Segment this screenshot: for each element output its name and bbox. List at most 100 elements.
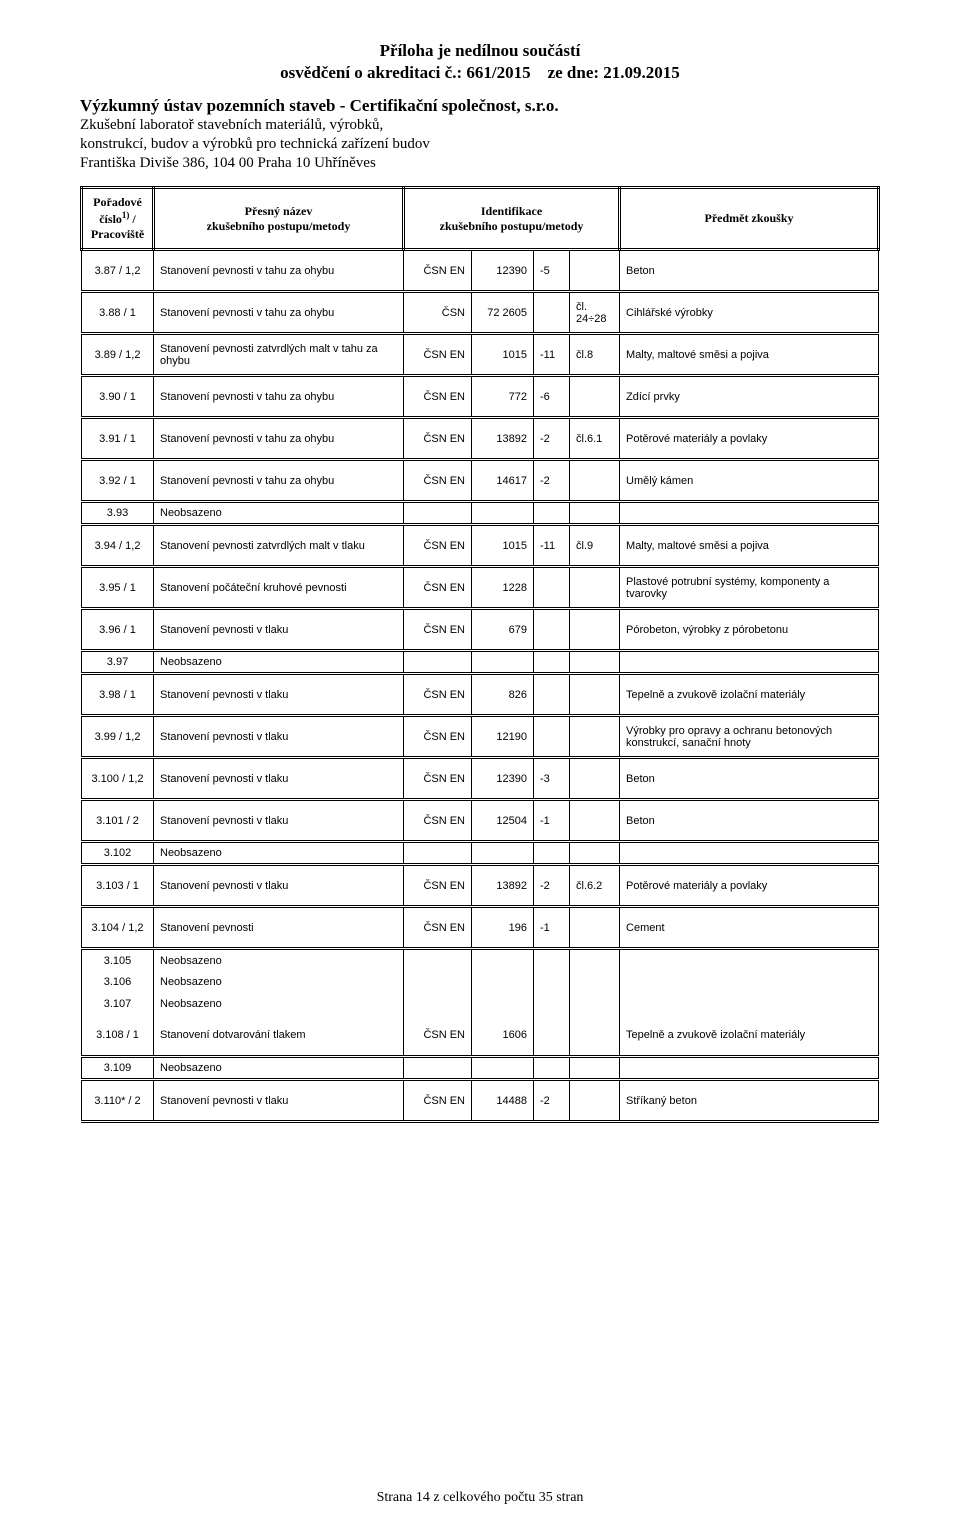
cell-id-num: 1228 — [472, 567, 534, 609]
cell-subject: Beton — [620, 758, 879, 800]
cell-id-clause — [570, 651, 620, 674]
cell-subject: Umělý kámen — [620, 460, 879, 502]
table-row: 3.96 / 1Stanovení pevnosti v tlakuČSN EN… — [82, 609, 879, 651]
cell-number: 3.109 — [82, 1057, 154, 1080]
cell-subject: Potěrové materiály a povlaky — [620, 865, 879, 907]
cell-id-std — [404, 949, 472, 971]
cell-id-clause: čl.6.1 — [570, 418, 620, 460]
cell-id-std: ČSN EN — [404, 460, 472, 502]
table-row: 3.92 / 1Stanovení pevnosti v tahu za ohy… — [82, 460, 879, 502]
cell-id-part: -2 — [534, 460, 570, 502]
cell-number: 3.93 — [82, 502, 154, 525]
cell-id-part — [534, 567, 570, 609]
cell-subject: Beton — [620, 250, 879, 292]
col4-l1: Předmět zkoušky — [705, 211, 794, 225]
cell-id-part — [534, 842, 570, 865]
cell-name: Stanovení dotvarování tlakem — [154, 1015, 404, 1057]
cell-id-num: 12390 — [472, 758, 534, 800]
data-table: Pořadové číslo1) / Pracoviště Přesný náz… — [80, 186, 880, 1123]
cell-name: Neobsazeno — [154, 651, 404, 674]
cell-name: Stanovení pevnosti v tlaku — [154, 674, 404, 716]
col1-l2: číslo — [99, 212, 122, 226]
cell-number: 3.89 / 1,2 — [82, 334, 154, 376]
cell-id-num: 72 2605 — [472, 292, 534, 334]
cell-id-part: -2 — [534, 418, 570, 460]
cell-id-num: 12190 — [472, 716, 534, 758]
cell-name: Neobsazeno — [154, 993, 404, 1015]
cell-number: 3.104 / 1,2 — [82, 907, 154, 949]
cell-id-num — [472, 971, 534, 993]
cell-subject: Stříkaný beton — [620, 1080, 879, 1122]
cell-id-num — [472, 651, 534, 674]
cell-id-part — [534, 971, 570, 993]
cell-name: Stanovení pevnosti v tahu za ohybu — [154, 292, 404, 334]
cell-id-num — [472, 1057, 534, 1080]
cell-number: 3.99 / 1,2 — [82, 716, 154, 758]
cell-id-std: ČSN EN — [404, 674, 472, 716]
header-line1: Příloha je nedílnou součástí — [80, 40, 880, 62]
cell-id-std: ČSN EN — [404, 376, 472, 418]
col-number: Pořadové číslo1) / Pracoviště — [82, 188, 154, 250]
cell-id-clause — [570, 460, 620, 502]
cell-id-part — [534, 949, 570, 971]
table-row: 3.105Neobsazeno — [82, 949, 879, 971]
cell-id-std — [404, 1057, 472, 1080]
cell-number: 3.106 — [82, 971, 154, 993]
cell-id-num: 772 — [472, 376, 534, 418]
cell-id-std: ČSN EN — [404, 716, 472, 758]
cell-subject: Zdící prvky — [620, 376, 879, 418]
cell-id-std: ČSN EN — [404, 1080, 472, 1122]
cell-name: Neobsazeno — [154, 971, 404, 993]
cell-id-clause: čl.8 — [570, 334, 620, 376]
col1-l2b: / — [129, 212, 135, 226]
cell-id-num: 12504 — [472, 800, 534, 842]
org-name: Výzkumný ústav pozemních staveb - Certif… — [80, 96, 880, 116]
table-row: 3.99 / 1,2Stanovení pevnosti v tlakuČSN … — [82, 716, 879, 758]
cell-id-clause — [570, 758, 620, 800]
cell-id-part — [534, 674, 570, 716]
col1-l1: Pořadové — [93, 195, 142, 209]
cell-id-std — [404, 842, 472, 865]
table-row: 3.95 / 1Stanovení počáteční kruhové pevn… — [82, 567, 879, 609]
org-sub3: Františka Diviše 386, 104 00 Praha 10 Uh… — [80, 155, 376, 171]
cell-subject: Tepelně a zvukově izolační materiály — [620, 1015, 879, 1057]
cell-name: Stanovení pevnosti v tlaku — [154, 716, 404, 758]
table-row: 3.107Neobsazeno — [82, 993, 879, 1015]
cell-subject: Malty, maltové směsi a pojiva — [620, 334, 879, 376]
cell-id-part: -1 — [534, 907, 570, 949]
col1-l3: Pracoviště — [91, 227, 144, 241]
table-row: 3.100 / 1,2Stanovení pevnosti v tlakuČSN… — [82, 758, 879, 800]
cell-id-num — [472, 993, 534, 1015]
cell-id-num: 1606 — [472, 1015, 534, 1057]
cell-id-clause — [570, 674, 620, 716]
cell-number: 3.87 / 1,2 — [82, 250, 154, 292]
cell-id-clause: čl.6.2 — [570, 865, 620, 907]
table-row: 3.94 / 1,2Stanovení pevnosti zatvrdlých … — [82, 525, 879, 567]
cell-id-std: ČSN EN — [404, 800, 472, 842]
cell-subject: Potěrové materiály a povlaky — [620, 418, 879, 460]
cell-name: Stanovení pevnosti v tahu za ohybu — [154, 460, 404, 502]
cell-name: Stanovení počáteční kruhové pevnosti — [154, 567, 404, 609]
cell-number: 3.101 / 2 — [82, 800, 154, 842]
cell-number: 3.88 / 1 — [82, 292, 154, 334]
page-footer: Strana 14 z celkového počtu 35 stran — [80, 1490, 880, 1506]
header-line2a: osvědčení o akreditaci č.: 661/2015 — [280, 63, 530, 82]
cell-id-num: 14617 — [472, 460, 534, 502]
table-row: 3.89 / 1,2Stanovení pevnosti zatvrdlých … — [82, 334, 879, 376]
cell-id-clause — [570, 716, 620, 758]
table-row: 3.88 / 1Stanovení pevnosti v tahu za ohy… — [82, 292, 879, 334]
cell-id-clause — [570, 567, 620, 609]
cell-id-part — [534, 1057, 570, 1080]
cell-id-part: -3 — [534, 758, 570, 800]
cell-id-part — [534, 1015, 570, 1057]
cell-name: Stanovení pevnosti v tlaku — [154, 609, 404, 651]
cell-number: 3.103 / 1 — [82, 865, 154, 907]
cell-subject — [620, 1057, 879, 1080]
cell-id-clause — [570, 609, 620, 651]
cell-id-part — [534, 993, 570, 1015]
cell-id-clause — [570, 250, 620, 292]
col-subject: Předmět zkoušky — [620, 188, 879, 250]
cell-id-part: -1 — [534, 800, 570, 842]
cell-subject: Výrobky pro opravy a ochranu betonových … — [620, 716, 879, 758]
table-row: 3.87 / 1,2Stanovení pevnosti v tahu za o… — [82, 250, 879, 292]
